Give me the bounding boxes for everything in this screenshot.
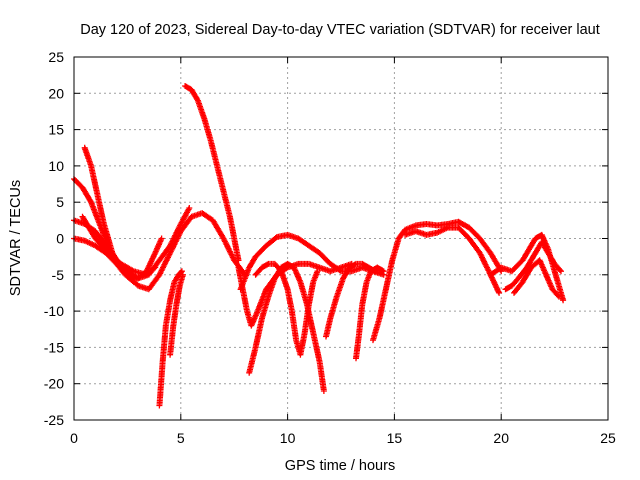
- y-tick-label: 25: [48, 49, 64, 65]
- data-points: [71, 83, 567, 409]
- chart-title: Day 120 of 2023, Sidereal Day-to-day VTE…: [80, 22, 600, 38]
- series-arc-12: [252, 260, 321, 358]
- data-point-markers: [167, 271, 186, 358]
- series-arc-7: [167, 271, 186, 358]
- grid: [74, 57, 608, 420]
- data-point-markers: [502, 239, 564, 293]
- series-arc-19: [511, 257, 562, 300]
- data-point-markers: [323, 260, 379, 340]
- y-tick-label: 5: [56, 194, 64, 210]
- y-tick-label: 20: [48, 85, 64, 101]
- x-tick-label: 5: [177, 430, 185, 446]
- data-point-markers: [182, 83, 242, 264]
- x-tick-label: 10: [280, 430, 296, 446]
- series-arc-15: [370, 218, 505, 344]
- series-arc-6: [156, 268, 185, 409]
- data-point-markers: [79, 213, 159, 278]
- data-point-markers: [370, 218, 505, 344]
- y-tick-label: -5: [52, 267, 65, 283]
- y-tick-label: -20: [44, 376, 64, 392]
- y-tick-label: 10: [48, 158, 64, 174]
- series-arc-13: [323, 260, 379, 340]
- y-axis-label: SDTVAR / TECUs: [8, 180, 24, 296]
- x-tick-label: 25: [600, 430, 616, 446]
- axis-ticks: 0 5 10 15 20 25 -25 -20 -15 -10 -5 0 5 10 15 20 25: [44, 49, 616, 446]
- data-point-markers: [353, 264, 387, 362]
- data-point-markers: [156, 268, 185, 409]
- y-tick-label: -15: [44, 339, 64, 355]
- y-tick-label: -10: [44, 303, 64, 319]
- data-point-markers: [511, 257, 562, 300]
- y-tick-label: 15: [48, 122, 64, 138]
- plot-frame: [73, 56, 609, 421]
- y-tick-label: -25: [44, 412, 64, 428]
- data-point-markers: [402, 224, 503, 296]
- x-axis-label: GPS time / hours: [285, 458, 395, 474]
- x-tick-label: 20: [493, 430, 509, 446]
- series-arc-8: [182, 83, 242, 264]
- data-point-markers: [252, 260, 321, 358]
- x-tick-label: 15: [387, 430, 403, 446]
- series-arc-16: [402, 224, 503, 296]
- series-arc-14: [353, 264, 387, 362]
- series-arc-18: [502, 239, 564, 293]
- y-tick-label: 0: [56, 231, 64, 247]
- series-arc-5: [79, 213, 159, 278]
- x-tick-label: 0: [70, 430, 78, 446]
